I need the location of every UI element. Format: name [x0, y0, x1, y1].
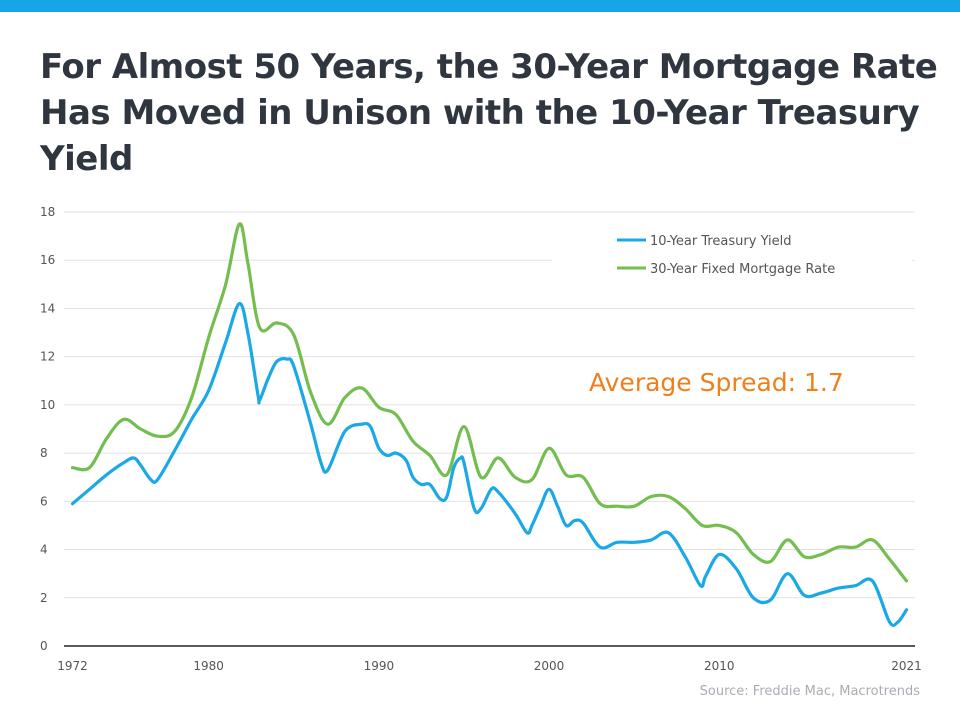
- source-note: Source: Freddie Mac, Macrotrends: [699, 684, 920, 699]
- x-tick-label: 1972: [57, 659, 88, 673]
- y-tick-label: 8: [40, 446, 48, 460]
- x-tick-label: 2000: [534, 659, 565, 673]
- x-tick-label: 1980: [193, 659, 224, 673]
- chart-title: For Almost 50 Years, the 30-Year Mortgag…: [40, 47, 938, 179]
- treasury-yield-line: [70, 302, 909, 627]
- x-tick-label: 2021: [891, 659, 922, 673]
- legend-label: 10-Year Treasury Yield: [650, 234, 792, 249]
- y-tick-label: 12: [40, 350, 55, 364]
- y-tick-label: 0: [40, 639, 48, 653]
- top-accent-bar: [0, 0, 960, 12]
- y-tick-label: 16: [40, 253, 55, 267]
- legend-label: 30-Year Fixed Mortgage Rate: [650, 262, 835, 277]
- average-spread-annotation: Average Spread: 1.7: [589, 368, 844, 397]
- y-tick-label: 18: [40, 205, 55, 219]
- mortgage-rate-line: [70, 222, 909, 583]
- legend-box: [552, 222, 912, 286]
- y-tick-label: 2: [40, 591, 48, 605]
- y-tick-label: 6: [40, 494, 48, 508]
- y-tick-label: 14: [40, 301, 55, 315]
- x-tick-label: 2010: [704, 659, 735, 673]
- y-tick-label: 10: [40, 398, 55, 412]
- x-tick-label: 1990: [364, 659, 395, 673]
- y-tick-label: 4: [40, 543, 48, 557]
